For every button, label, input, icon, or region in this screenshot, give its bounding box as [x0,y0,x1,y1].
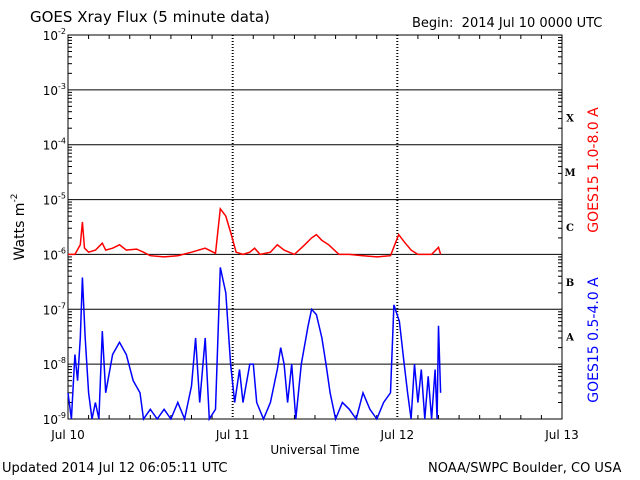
flare-class-label: M [564,168,575,179]
begin-label: Begin: [412,16,454,31]
y-tick-label: 10-2 [43,27,66,43]
flare-class-label: A [565,333,574,344]
y-tick-label: 10-5 [43,192,66,208]
flare-class-label: C [566,223,574,234]
chart-title: GOES Xray Flux (5 minute data) [30,8,270,26]
credit-text: NOAA/SWPC Boulder, CO USA [428,461,622,476]
series-line-short [67,267,442,422]
y-tick-label: 10-8 [43,356,66,372]
legend-label: GOES15 0.5-4.0 A [586,277,602,403]
begin-timestamp: Begin: 2014 Jul 10 0000 UTC [412,16,602,31]
y-axis-title: Watts m-2 [10,194,28,261]
legend-label: GOES15 1.0-8.0 A [586,107,602,233]
x-tick-label: Jul 12 [380,428,415,442]
plot-frame [67,34,563,420]
y-tick-label: 10-3 [43,82,66,98]
y-tick-label: 10-6 [43,246,66,262]
y-tick-label: 10-7 [43,301,66,317]
x-tick-label: Jul 10 [50,428,85,442]
y-tick-label: 10-4 [43,137,66,153]
flare-class-label: B [566,278,574,289]
series-line-long [68,206,442,258]
y-tick-label: 10-9 [43,411,66,427]
flare-class-label: X [566,113,574,124]
x-tick-label: Jul 13 [544,428,579,442]
updated-timestamp: Updated 2014 Jul 12 06:05:11 UTC [2,461,228,476]
begin-value: 2014 Jul 10 0000 UTC [461,16,603,31]
x-tick-label: Jul 11 [215,428,250,442]
x-axis-title: Universal Time [270,443,359,457]
